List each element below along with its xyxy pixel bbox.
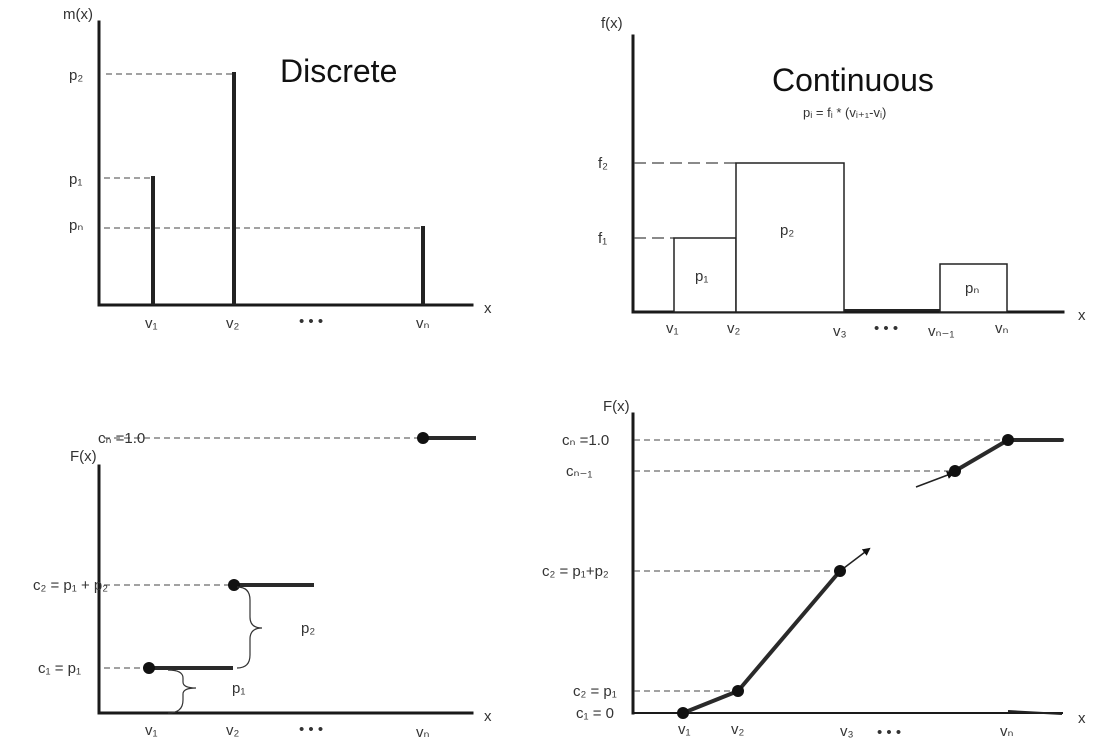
dcdf-ellipsis: • • • [299, 721, 323, 738]
pmf-tick-v1: v₁ [145, 315, 158, 332]
pmf-label-p1: p₁ [69, 171, 82, 188]
ccdf-outgoing-arrow [839, 547, 871, 572]
ccdf-tick-vn: vₙ [1000, 723, 1014, 740]
discrete-title: Discrete [280, 53, 397, 89]
pdf-bar-label-pn: pₙ [965, 280, 979, 297]
pdf-bar-label-p2: p₂ [780, 222, 794, 239]
ccdf-tick-v1: v₁ [678, 721, 691, 738]
dcdf-x-axis-label: x [484, 708, 492, 725]
dcdf-tick-v1: v₁ [145, 722, 158, 739]
dcdf-label-c1: c₁ = p₁ [38, 660, 81, 677]
ccdf-label-cn1: cₙ₋₁ [566, 463, 592, 480]
ccdf-point-v3 [834, 565, 846, 577]
ccdf-y-axis-label: F(x) [603, 398, 630, 415]
discrete-pmf-panel: Discrete m(x) x p₂ p₁ pₙ v₁ v₂ • • • vₙ [63, 6, 492, 332]
pdf-bar-label-p1: p₁ [695, 268, 708, 285]
ccdf-tick-v2: v₂ [731, 721, 745, 738]
dcdf-point-c2 [228, 579, 240, 591]
pdf-bar-pn [939, 263, 1008, 313]
pdf-bar-p1 [673, 237, 737, 313]
pdf-tick-v3: v₃ [833, 323, 847, 340]
ccdf-segment-2 [736, 569, 842, 693]
pmf-label-p2: p₂ [69, 67, 83, 84]
pdf-label-f2: f₂ [598, 155, 608, 172]
dcdf-brace-label-p1: p₁ [232, 680, 245, 697]
ccdf-point-v1 [677, 707, 689, 719]
continuous-formula: pᵢ = fᵢ * (vᵢ₊₁-vᵢ) [803, 105, 886, 120]
ccdf-point-vn1 [949, 465, 961, 477]
ccdf-tick-v3: v₃ [840, 723, 854, 740]
dcdf-label-cn: cₙ =1.0 [98, 430, 145, 447]
dcdf-label-c2: c₂ = p₁ + p₂ [33, 577, 108, 594]
pdf-x-axis-label: x [1078, 307, 1086, 324]
pmf-tick-vn: vₙ [416, 315, 430, 332]
dcdf-point-c1 [143, 662, 155, 674]
dcdf-brace-p1 [167, 669, 197, 714]
ccdf-label-c1: c₁ = 0 [576, 705, 614, 722]
dcdf-brace-p2 [236, 586, 263, 669]
pmf-y-axis-label: m(x) [63, 6, 93, 23]
continuous-cdf-panel: F(x) x cₙ =1.0 cₙ₋₁ c₂ = p₁+p₂ c₂ = p₁ c… [542, 398, 1086, 741]
pdf-tick-v2: v₂ [727, 320, 741, 337]
ccdf-label-c2: c₂ = p₁+p₂ [542, 563, 609, 580]
dcdf-brace-label-p2: p₂ [301, 620, 315, 637]
dcdf-point-cn [417, 432, 429, 444]
pmf-tick-v2: v₂ [226, 315, 240, 332]
ccdf-last-segment [953, 438, 1010, 473]
dcdf-tick-v2: v₂ [226, 722, 240, 739]
pdf-ellipsis: • • • [874, 320, 898, 337]
pmf-x-axis-label: x [484, 300, 492, 317]
ccdf-segment-1 [681, 689, 740, 715]
pdf-tick-v1: v₁ [666, 320, 679, 337]
ccdf-point-v2 [732, 685, 744, 697]
pmf-ellipsis: • • • [299, 313, 323, 330]
pdf-tick-vn: vₙ [995, 320, 1009, 337]
continuous-title: Continuous [772, 62, 934, 98]
pmf-label-pn: pₙ [69, 217, 83, 234]
ccdf-incoming-arrow [915, 471, 955, 488]
pdf-bar-p2 [735, 162, 845, 313]
dcdf-tick-vn: vₙ [416, 724, 430, 741]
continuous-pdf-panel: Continuous pᵢ = fᵢ * (vᵢ₊₁-vᵢ) f(x) x f₂… [598, 15, 1086, 340]
dcdf-y-axis-label: F(x) [70, 448, 97, 465]
ccdf-ellipsis: • • • [877, 724, 901, 741]
ccdf-point-vn [1002, 434, 1014, 446]
pdf-tick-vn1: vₙ₋₁ [928, 323, 954, 340]
pdf-label-f1: f₁ [598, 230, 607, 247]
ccdf-baseline-end [1007, 710, 1063, 715]
ccdf-x-axis-label: x [1078, 710, 1086, 727]
discrete-cdf-panel: F(x) x cₙ =1.0 c₂ = p₁ + p₂ c₁ = p₁ p₂ p… [33, 430, 492, 741]
pdf-y-axis-label: f(x) [601, 15, 623, 32]
ccdf-label-c2b: c₂ = p₁ [573, 683, 617, 700]
ccdf-label-cn: cₙ =1.0 [562, 432, 609, 449]
